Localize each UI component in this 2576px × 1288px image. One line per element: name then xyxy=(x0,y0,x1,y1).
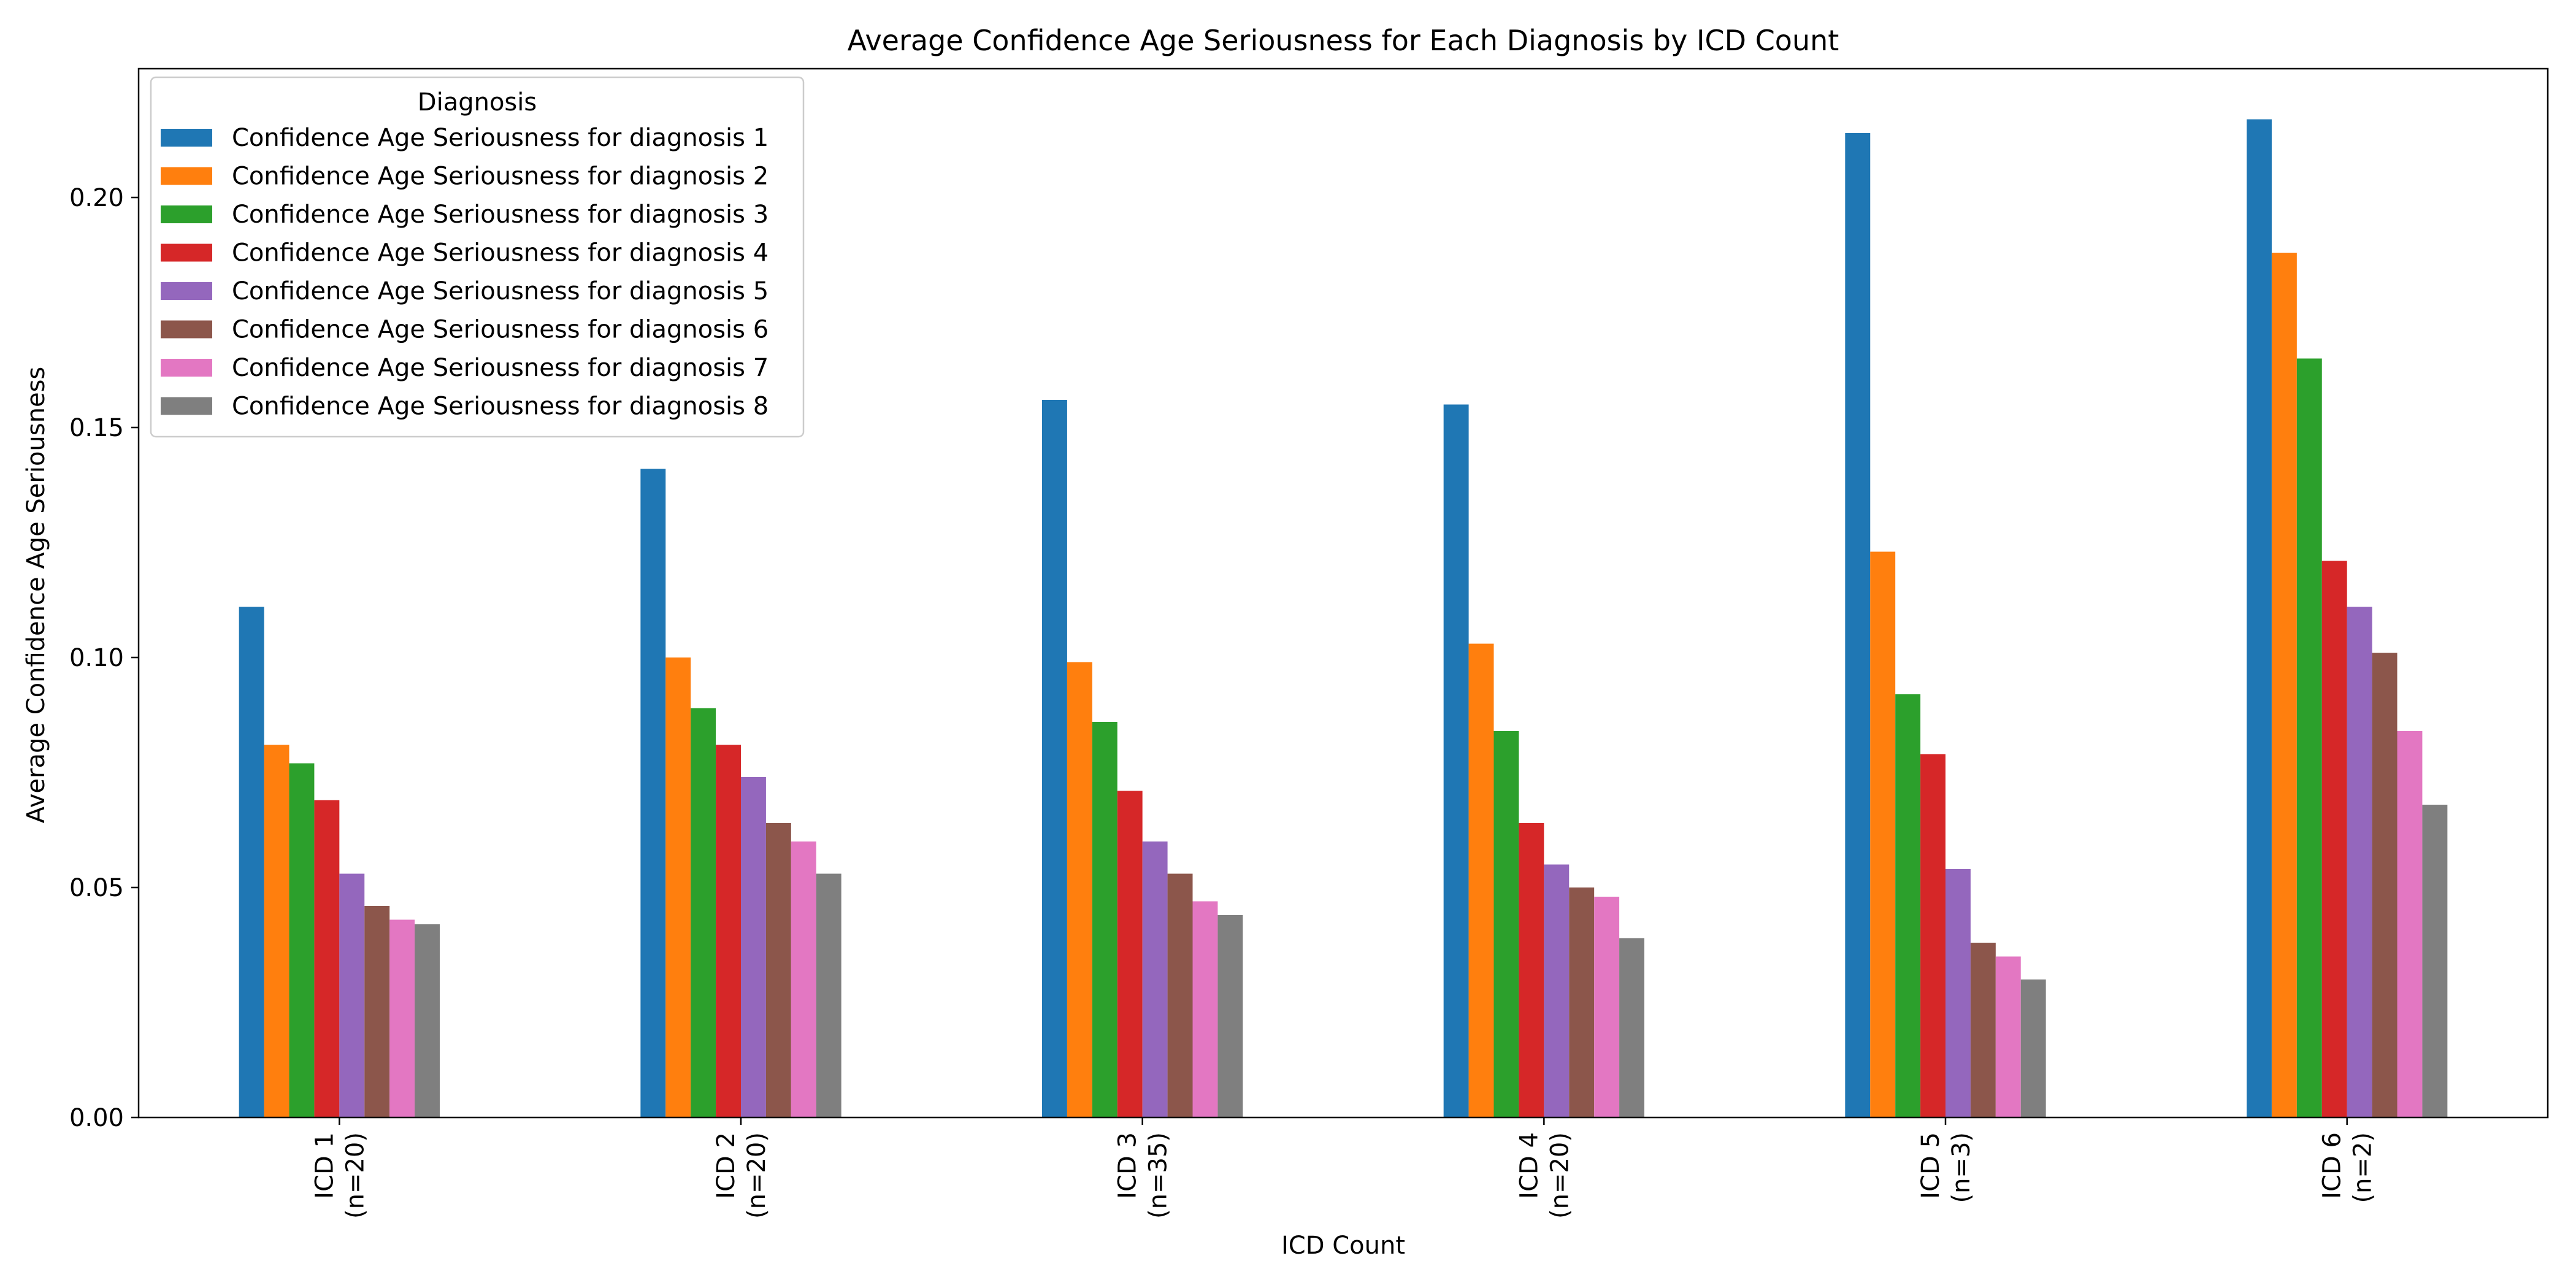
bar-diagnosis-4-icd-3 xyxy=(1117,791,1143,1117)
bar-diagnosis-6-icd-6 xyxy=(2372,653,2398,1117)
bar-diagnosis-8-icd-3 xyxy=(1217,915,1243,1117)
x-tick-label-count: (n=20) xyxy=(341,1132,369,1219)
bar-diagnosis-4-icd-1 xyxy=(314,800,340,1117)
bar-diagnosis-2-icd-5 xyxy=(1870,551,1896,1117)
bar-diagnosis-4-icd-5 xyxy=(1920,754,1945,1117)
legend-swatch-diagnosis-6 xyxy=(161,320,212,339)
bar-diagnosis-8-icd-2 xyxy=(816,873,841,1117)
x-tick-label: ICD 2 (n=20) xyxy=(712,1132,771,1219)
bar-diagnosis-4-icd-4 xyxy=(1519,823,1544,1117)
legend-swatch-diagnosis-7 xyxy=(161,359,212,377)
x-tick-label-name: ICD 2 xyxy=(712,1132,740,1199)
bar-diagnosis-5-icd-3 xyxy=(1142,841,1168,1117)
x-tick-label-count: (n=3) xyxy=(1947,1132,1976,1203)
x-tick-label-count: (n=20) xyxy=(743,1132,771,1219)
legend-label-diagnosis-6: Confidence Age Seriousness for diagnosis… xyxy=(232,316,769,344)
legend-label-diagnosis-8: Confidence Age Seriousness for diagnosis… xyxy=(232,393,769,421)
legend-swatch-diagnosis-3 xyxy=(161,205,212,223)
bar-diagnosis-3-icd-1 xyxy=(289,763,315,1117)
plot-frame xyxy=(137,67,2549,1119)
bar-diagnosis-2-icd-2 xyxy=(665,657,691,1117)
x-tick-label: ICD 3 (n=35) xyxy=(1114,1132,1173,1219)
bar-diagnosis-7-icd-4 xyxy=(1594,897,1620,1117)
bar-diagnosis-7-icd-3 xyxy=(1192,901,1218,1117)
x-tick-label-name: ICD 6 xyxy=(2318,1132,2347,1199)
legend-label-diagnosis-1: Confidence Age Seriousness for diagnosis… xyxy=(232,124,769,152)
y-tick-label: 0.10 xyxy=(69,644,124,672)
bar-diagnosis-4-icd-6 xyxy=(2321,561,2347,1117)
bar-diagnosis-3-icd-5 xyxy=(1895,694,1921,1117)
bar-diagnosis-4-icd-2 xyxy=(716,745,741,1117)
bar-diagnosis-6-icd-5 xyxy=(1970,943,1996,1117)
legend-label-diagnosis-2: Confidence Age Seriousness for diagnosis… xyxy=(232,163,769,191)
x-tick-label: ICD 4 (n=20) xyxy=(1515,1132,1574,1219)
bar-diagnosis-6-icd-4 xyxy=(1569,887,1595,1117)
y-tick-label: 0.05 xyxy=(69,874,124,902)
x-tick-label-name: ICD 4 xyxy=(1515,1132,1543,1199)
bar-diagnosis-1-icd-1 xyxy=(239,607,264,1117)
legend-label-diagnosis-4: Confidence Age Seriousness for diagnosis… xyxy=(232,239,769,267)
bars-layer xyxy=(239,119,2448,1117)
bar-diagnosis-7-icd-6 xyxy=(2397,731,2423,1117)
x-tick-label: ICD 1 (n=20) xyxy=(310,1132,369,1219)
x-tick-label-count: (n=2) xyxy=(2349,1132,2377,1203)
legend-title: Diagnosis xyxy=(418,88,537,117)
bar-diagnosis-5-icd-4 xyxy=(1544,864,1570,1117)
bar-diagnosis-7-icd-2 xyxy=(791,841,816,1117)
legend-items: Confidence Age Seriousness for diagnosis… xyxy=(161,124,769,421)
x-axis-label: ICD Count xyxy=(1281,1232,1405,1260)
bar-diagnosis-1-icd-3 xyxy=(1042,400,1067,1117)
bar-diagnosis-3-icd-6 xyxy=(2296,358,2322,1117)
legend-swatch-diagnosis-5 xyxy=(161,282,212,300)
bar-diagnosis-6-icd-3 xyxy=(1167,873,1193,1117)
x-tick-label-name: ICD 3 xyxy=(1114,1132,1142,1199)
bar-diagnosis-3-icd-4 xyxy=(1493,731,1519,1117)
bar-diagnosis-6-icd-1 xyxy=(364,906,390,1117)
legend: Diagnosis Confidence Age Seriousness for… xyxy=(150,76,805,438)
y-axis-label: Average Confidence Age Seriousness xyxy=(22,367,50,824)
legend-label-diagnosis-7: Confidence Age Seriousness for diagnosis… xyxy=(232,354,769,382)
bar-diagnosis-2-icd-4 xyxy=(1468,643,1494,1117)
legend-label-diagnosis-5: Confidence Age Seriousness for diagnosis… xyxy=(232,277,769,305)
bar-diagnosis-5-icd-1 xyxy=(339,873,365,1117)
bar-diagnosis-1-icd-4 xyxy=(1443,404,1469,1117)
bar-diagnosis-2-icd-3 xyxy=(1067,662,1092,1117)
x-tick-label: ICD 6 (n=2) xyxy=(2318,1132,2377,1203)
legend-frame xyxy=(150,76,805,438)
bar-diagnosis-2-icd-1 xyxy=(264,745,289,1117)
bar-diagnosis-8-icd-5 xyxy=(2020,979,2046,1117)
legend-label-diagnosis-3: Confidence Age Seriousness for diagnosis… xyxy=(232,201,769,229)
bar-diagnosis-8-icd-6 xyxy=(2422,805,2448,1117)
legend-swatch-diagnosis-4 xyxy=(161,243,212,262)
x-tick-label-count: (n=35) xyxy=(1144,1132,1173,1219)
bar-diagnosis-7-icd-1 xyxy=(389,919,415,1117)
chart-title: Average Confidence Age Seriousness for E… xyxy=(848,24,1839,57)
legend-swatch-diagnosis-1 xyxy=(161,129,212,147)
bar-diagnosis-5-icd-2 xyxy=(741,777,766,1117)
bar-diagnosis-8-icd-4 xyxy=(1619,938,1644,1117)
bar-diagnosis-5-icd-5 xyxy=(1945,869,1971,1117)
x-tick-label: ICD 5 (n=3) xyxy=(1917,1132,1976,1203)
x-tick-label-name: ICD 5 xyxy=(1917,1132,1945,1199)
bar-diagnosis-6-icd-2 xyxy=(765,823,791,1117)
bar-diagnosis-2-icd-6 xyxy=(2271,253,2297,1117)
x-tick-label-count: (n=20) xyxy=(1546,1132,1574,1219)
y-tick-label: 0.00 xyxy=(69,1104,124,1132)
legend-swatch-diagnosis-8 xyxy=(161,397,212,415)
bar-diagnosis-5-icd-6 xyxy=(2347,607,2372,1117)
x-tick-label-name: ICD 1 xyxy=(310,1132,339,1199)
bar-diagnosis-1-icd-5 xyxy=(1845,133,1871,1117)
bar-diagnosis-3-icd-2 xyxy=(691,708,716,1117)
y-tick-label: 0.20 xyxy=(69,184,124,212)
legend-swatch-diagnosis-2 xyxy=(161,167,212,185)
bar-diagnosis-1-icd-6 xyxy=(2247,119,2272,1117)
y-tick-label: 0.15 xyxy=(69,414,124,442)
bar-diagnosis-8-icd-1 xyxy=(415,924,440,1117)
bar-diagnosis-7-icd-5 xyxy=(1995,956,2021,1117)
bar-diagnosis-1-icd-2 xyxy=(640,469,666,1117)
bar-diagnosis-3-icd-3 xyxy=(1092,722,1117,1117)
